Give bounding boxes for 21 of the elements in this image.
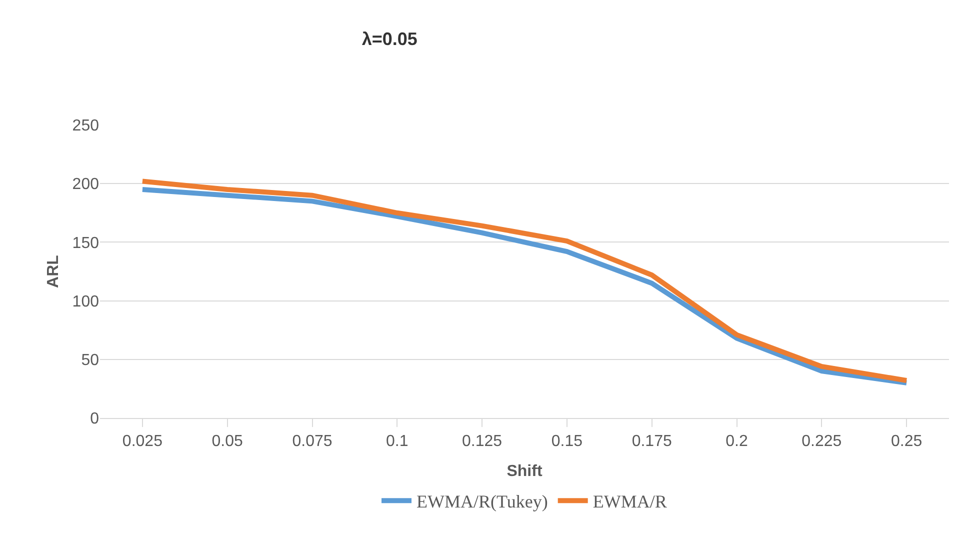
y-tick-label: 0 bbox=[90, 410, 100, 428]
x-tick-label: 0.225 bbox=[802, 433, 842, 450]
y-tick-label: 250 bbox=[72, 118, 100, 135]
x-tick-label: 0.05 bbox=[212, 433, 244, 450]
x-tick-label: 0.1 bbox=[386, 433, 408, 450]
y-axis-title: ARL bbox=[45, 254, 62, 288]
x-tick-label: 0.25 bbox=[890, 433, 922, 450]
legend-label: EWMA/R bbox=[592, 492, 667, 512]
legend-label: EWMA/R(Tukey) bbox=[416, 492, 548, 512]
x-tick-label: 0.075 bbox=[292, 433, 332, 450]
x-tick-label: 0.025 bbox=[122, 433, 163, 450]
y-tick-label: 200 bbox=[72, 176, 100, 194]
y-tick-label: 150 bbox=[72, 234, 100, 252]
chart-title: λ=0.05 bbox=[362, 28, 418, 49]
x-tick-label: 0.125 bbox=[462, 433, 502, 450]
y-tick-label: 100 bbox=[72, 293, 100, 310]
x-tick-label: 0.15 bbox=[551, 433, 583, 450]
x-tick-label: 0.175 bbox=[632, 433, 672, 450]
x-tick-label: 0.2 bbox=[726, 433, 748, 450]
y-tick-label: 50 bbox=[81, 352, 100, 369]
x-axis-title: Shift bbox=[506, 463, 543, 480]
